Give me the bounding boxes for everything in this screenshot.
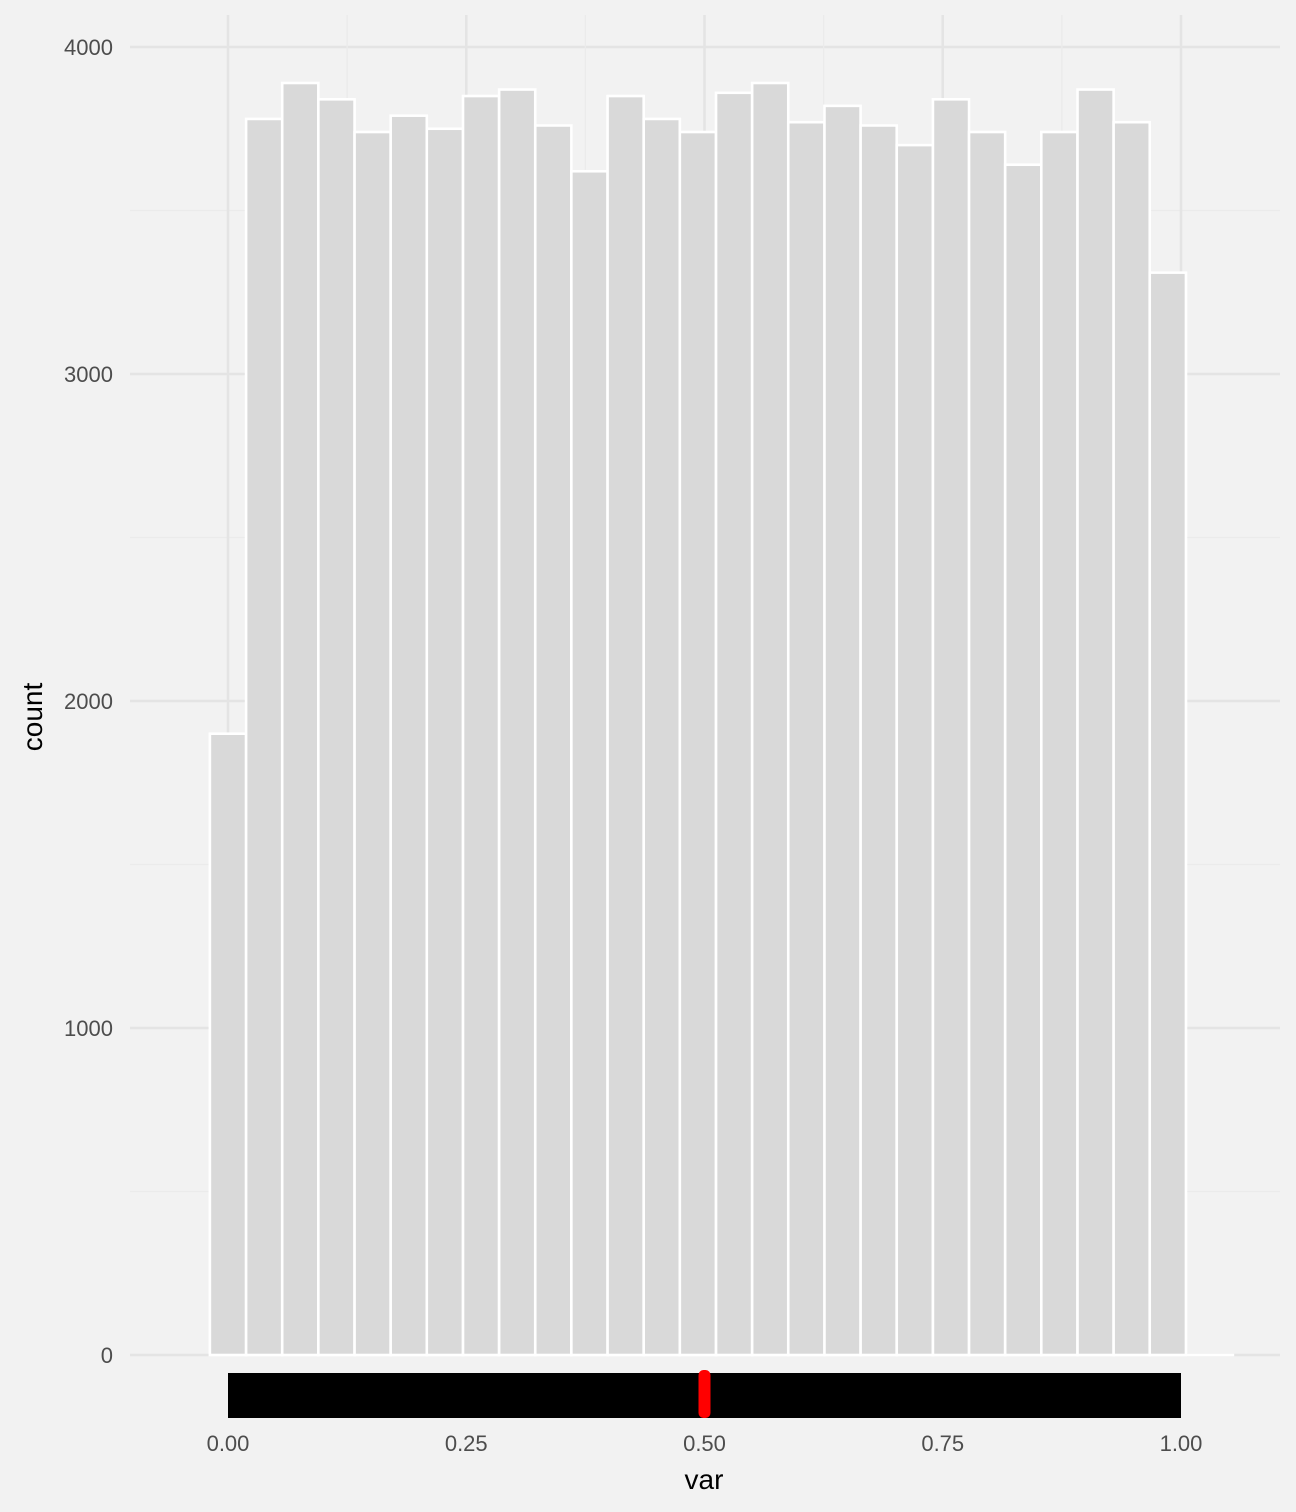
range-bar [228,1370,1181,1418]
histogram-bar [750,81,790,1357]
histogram-bar [425,127,465,1357]
histogram-bar [317,98,356,1357]
x-tick-label: 1.00 [1160,1431,1203,1456]
histogram-bar [714,91,754,1357]
histogram-bar [1003,163,1043,1357]
histogram-bars [208,81,1235,1357]
histogram-bar [823,104,862,1357]
histogram-bar [642,117,682,1357]
x-tick-label: 0.75 [921,1431,964,1456]
y-axis-title: count [17,683,48,752]
histogram-bar [678,130,718,1357]
histogram-bar [353,130,392,1357]
histogram-bar [606,94,645,1357]
x-tick-label: 0.00 [207,1431,250,1456]
histogram-bar [931,98,971,1357]
histogram-bar [244,117,284,1357]
value-marker [698,1370,711,1418]
histogram-bar [570,169,609,1357]
x-tick-label: 0.50 [683,1431,726,1456]
y-tick-label: 4000 [64,35,113,60]
histogram-bar [967,130,1007,1357]
histogram-bar [280,81,320,1357]
histogram-bar [1076,88,1115,1357]
histogram-bar [389,114,429,1357]
histogram-bar [461,94,501,1357]
histogram-bar [1039,130,1079,1357]
axis-tick-labels: 0 1000 2000 3000 4000 0.00 0.25 0.50 0.75 1.00 [64,35,1202,1456]
y-tick-label: 3000 [64,362,113,387]
histogram-bar [497,88,537,1357]
histogram-bar [859,124,899,1357]
y-tick-label: 2000 [64,689,113,714]
histogram-bar [208,732,248,1357]
histogram-bar [895,143,935,1357]
histogram-bar [786,120,826,1357]
y-tick-label: 1000 [64,1016,113,1041]
x-tick-label: 0.25 [445,1431,488,1456]
x-axis-title: var [685,1464,724,1495]
histogram-bar [533,124,573,1357]
y-tick-label: 0 [101,1343,113,1368]
histogram-bar [1112,120,1152,1357]
histogram-bar [1148,271,1188,1357]
